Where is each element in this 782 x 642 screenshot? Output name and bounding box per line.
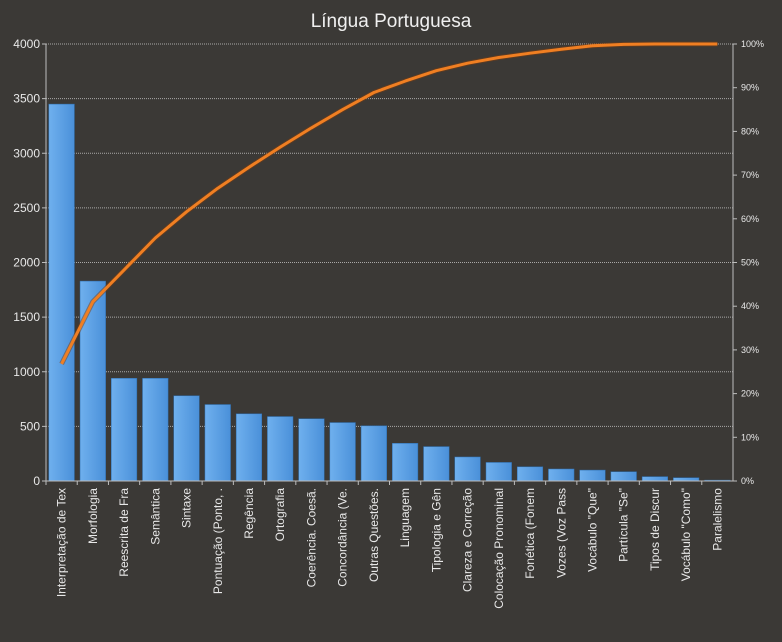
x-tick-label: Vocábulo "Como" <box>679 488 693 581</box>
y2-tick-label: 40% <box>741 301 759 311</box>
grid-lines <box>46 43 733 427</box>
x-tick-label: Ortografia <box>273 488 287 542</box>
x-tick-label: Colocação Pronominal <box>492 488 506 609</box>
x-tick-label: Coerência. Coesã. <box>304 488 318 587</box>
y2-tick-label: 30% <box>741 345 759 355</box>
bar <box>111 378 138 482</box>
bar <box>79 280 106 482</box>
x-tick-label: Fonética (Fonem <box>523 488 537 579</box>
y-axis-right-ticks: 0% 10% 20% 30% 40% 50% 60% 70% 80% 90% 100% <box>733 39 764 486</box>
y-tick-label: 3500 <box>13 92 40 106</box>
bar <box>610 471 637 482</box>
bar <box>204 404 231 482</box>
y2-tick-label: 100% <box>741 39 764 49</box>
x-tick-label: Sintaxe <box>180 488 194 528</box>
y2-tick-label: 90% <box>741 83 759 93</box>
x-tick-label: Pontuação (Ponto, . <box>211 488 225 594</box>
y2-tick-label: 10% <box>741 432 759 442</box>
bar <box>641 476 668 482</box>
x-tick-label: Vozes (Voz Pass <box>554 488 568 578</box>
x-tick-label: Tipos de Discur <box>648 488 662 571</box>
bar-series <box>48 103 731 482</box>
bar <box>485 462 512 482</box>
x-tick-label: Concordância (Ve. <box>336 488 350 587</box>
x-tick-label: Paralelismo <box>710 488 724 551</box>
x-tick-label: Vocábulo "Que" <box>585 488 599 572</box>
y-tick-label: 4000 <box>13 37 40 51</box>
chart-title: Língua Portuguesa <box>311 11 472 32</box>
y2-tick-label: 70% <box>741 170 759 180</box>
x-tick-label: Partícula "Se" <box>617 488 631 562</box>
bar <box>298 418 325 482</box>
x-tick-label: Outras Questões. <box>367 488 381 582</box>
bar <box>267 416 294 482</box>
bar <box>516 466 544 482</box>
y-tick-label: 1000 <box>13 365 40 379</box>
cumulative-line <box>60 42 718 365</box>
x-tick-label: Tipologia e Gên <box>429 488 443 572</box>
cumulative-line-series <box>59 41 718 366</box>
y-axis-left-ticks: 0 500 1000 1500 2000 2500 3000 3500 4000 <box>13 37 46 488</box>
y-tick-label: 500 <box>20 419 40 433</box>
x-tick-label: Interpretação de Tex <box>55 488 69 597</box>
bar <box>548 468 575 482</box>
bar <box>173 395 200 482</box>
x-tick-label: Linguagem <box>398 488 412 547</box>
x-tick-label: Regência <box>242 488 256 539</box>
y-tick-label: 2000 <box>13 256 40 270</box>
bar <box>48 103 75 482</box>
y2-tick-label: 20% <box>741 389 759 399</box>
y2-tick-label: 50% <box>741 258 759 268</box>
x-tick-label: Clareza e Correção <box>461 488 475 592</box>
bar <box>142 378 169 482</box>
y-tick-label: 3000 <box>13 146 40 160</box>
y-tick-label: 2500 <box>13 201 40 215</box>
y2-tick-label: 80% <box>741 126 759 136</box>
y-tick-label: 0 <box>33 474 40 488</box>
bar <box>360 425 387 482</box>
x-tick-label: Semântica <box>148 488 162 545</box>
bar <box>235 413 263 482</box>
bar <box>329 422 356 482</box>
cumulative-line-shadow <box>59 41 718 366</box>
bar <box>423 446 450 482</box>
x-tick-label: Morfologia <box>86 488 100 544</box>
y2-tick-label: 0% <box>741 476 754 486</box>
bar <box>454 456 481 482</box>
x-tick-label: Reescrita de Fra <box>117 488 131 577</box>
bar <box>392 443 419 482</box>
x-axis-ticks: Interpretação de Tex Morfologia Reescrita … <box>45 481 724 609</box>
bar <box>579 469 606 482</box>
y-tick-label: 1500 <box>13 310 40 324</box>
y2-tick-label: 60% <box>741 214 759 224</box>
